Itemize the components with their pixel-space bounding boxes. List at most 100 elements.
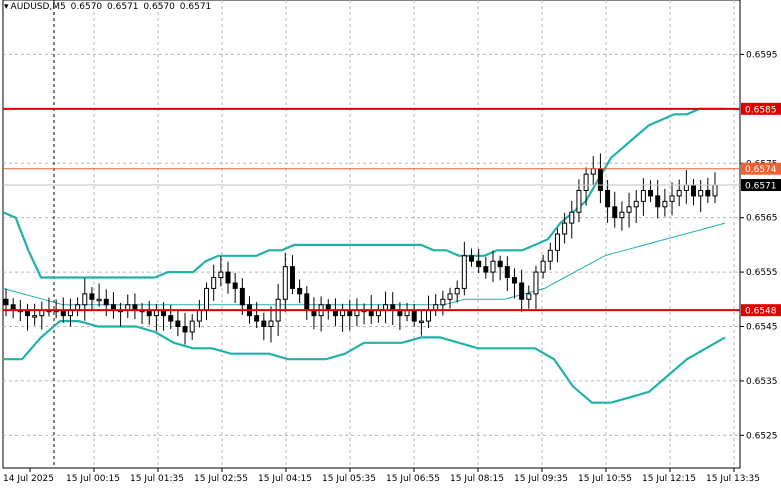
x-tick-label: 15 Jul 09:35 [514, 474, 568, 484]
candle-body [576, 189, 582, 213]
candle-body [461, 255, 467, 289]
candle-body [426, 309, 432, 322]
price-level-tag [741, 304, 781, 317]
candle-body [418, 320, 424, 324]
y-tick-label: 0.6525 [746, 431, 778, 441]
candle-body [569, 211, 575, 224]
candle-body [447, 293, 453, 300]
current-price-label: 0.6571 [745, 182, 777, 192]
current-price-tag [741, 179, 781, 192]
collapse-arrow-icon[interactable]: ▾ [4, 2, 9, 12]
candle-body [662, 200, 668, 208]
x-tick-label: 15 Jul 00:15 [66, 474, 120, 484]
price-level-label: 0.6574 [745, 165, 777, 175]
candle-body [175, 320, 181, 328]
candle-body [504, 266, 510, 279]
candle-body [239, 287, 245, 306]
x-tick-label: 15 Jul 12:15 [642, 474, 696, 484]
bollinger-lower [3, 320, 726, 404]
candle-body [204, 287, 210, 311]
plot-area [2, 0, 741, 469]
candle-body [640, 189, 646, 202]
candle-body [469, 255, 475, 262]
candle-body [590, 168, 596, 175]
candle-body [96, 298, 102, 302]
candle-body [168, 315, 174, 322]
candle-body [562, 222, 568, 235]
candle-body [282, 266, 288, 300]
candle-body [189, 320, 195, 333]
symbol-label: AUDUSD,M5 [10, 2, 66, 12]
candle-body [225, 271, 231, 284]
y-tick-label: 0.6555 [746, 268, 778, 278]
candle-body [691, 184, 697, 197]
candle-body [712, 184, 718, 197]
candle-body [676, 189, 682, 197]
candle-body [626, 206, 632, 213]
candle-body [698, 189, 704, 197]
candle-body [655, 195, 661, 208]
price-level-label: 0.6548 [745, 307, 777, 317]
candle-body [605, 189, 611, 208]
x-tick-label: 15 Jul 02:55 [194, 474, 248, 484]
x-tick-label: 15 Jul 04:15 [258, 474, 312, 484]
candle-body [3, 298, 9, 306]
candle-body [547, 249, 553, 262]
candle-body [440, 298, 446, 306]
y-tick-label: 0.6565 [746, 214, 778, 224]
candle-body [483, 266, 489, 273]
x-tick-label: 14 Jul 2025 [3, 474, 54, 484]
candle-body [103, 298, 109, 306]
candle-body [633, 200, 639, 208]
x-tick-label: 15 Jul 05:35 [322, 474, 376, 484]
low-value: 0.6570 [143, 2, 175, 12]
candle-body [218, 271, 224, 279]
candle-body [648, 189, 654, 197]
candle-body [540, 260, 546, 273]
candle-body [526, 293, 532, 300]
high-value: 0.6571 [107, 2, 139, 12]
candle-body [705, 189, 711, 197]
price-level-label: 0.6585 [745, 105, 777, 115]
candle-body [254, 315, 260, 322]
candle-body [289, 266, 295, 289]
candle-body [304, 293, 310, 311]
candle-body [82, 293, 88, 306]
candle-body [497, 260, 503, 268]
candle-body [89, 293, 95, 300]
candle-body [669, 195, 675, 202]
candle-body [597, 168, 603, 191]
candle-body [612, 206, 618, 219]
candle-body [476, 260, 482, 268]
close-value: 0.6571 [179, 2, 212, 12]
x-tick-label: 15 Jul 01:35 [130, 474, 184, 484]
candle-body [490, 260, 496, 273]
y-tick-label: 0.6535 [746, 377, 778, 387]
y-tick-label: 0.6595 [746, 50, 778, 60]
candle-body [211, 277, 217, 289]
candle-body [619, 211, 625, 219]
price-level-tag [741, 102, 781, 115]
candle-body [454, 287, 460, 295]
x-tick-label: 15 Jul 08:15 [450, 474, 504, 484]
x-tick-label: 15 Jul 13:35 [706, 474, 760, 484]
candle-body [554, 233, 560, 251]
candle-body [297, 287, 303, 295]
candle-body [683, 184, 689, 191]
open-value: 0.6570 [70, 2, 103, 12]
x-tick-label: 15 Jul 10:55 [578, 474, 632, 484]
candle-body [32, 315, 38, 318]
candle-body [411, 309, 417, 322]
candle-body [583, 173, 589, 191]
y-tick-label: 0.6545 [746, 323, 778, 333]
candle-body [182, 326, 188, 333]
candle-body [196, 309, 202, 322]
candle-body [261, 320, 267, 328]
candle-body [232, 282, 238, 289]
price-level-tag [741, 162, 781, 175]
candle-body [511, 277, 517, 284]
chart-header: ▾ AUDUSD,M5 0.6570 0.6571 0.6570 0.6571 [4, 2, 213, 12]
candle-body [519, 282, 525, 300]
